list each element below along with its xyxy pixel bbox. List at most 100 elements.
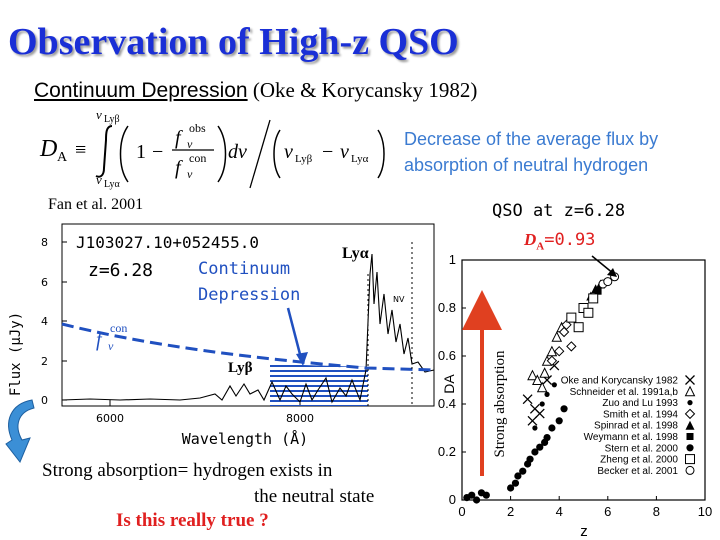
data-point <box>532 425 538 431</box>
slide-title: Observation of High-z QSO <box>8 21 459 63</box>
chart-ylabel: DA <box>441 374 457 394</box>
legend-entry: Becker et al. 2001 <box>597 466 678 477</box>
formula-lhs-sub: A <box>57 150 68 165</box>
legend-marker <box>687 400 693 406</box>
svg-text:−: − <box>322 141 333 163</box>
annotation-line2: Depression <box>198 285 300 305</box>
svg-text:obs: obs <box>189 121 206 135</box>
data-point <box>588 293 599 304</box>
formula-lhs: D <box>39 136 57 162</box>
question: Is this really true ? <box>116 510 269 531</box>
svg-text:Lyα: Lyα <box>351 153 369 165</box>
svg-text:f: f <box>175 127 183 149</box>
subtitle-main: Continuum Depression <box>34 79 248 102</box>
data-point <box>532 374 543 385</box>
annotation-arrow <box>286 307 304 363</box>
chart-xtick: 2 <box>507 504 514 519</box>
fcon-label: f <box>96 329 104 351</box>
chart-xtick: 6 <box>604 504 611 519</box>
spectrum-ytick: 4 <box>41 315 48 328</box>
data-point <box>527 415 538 426</box>
svg-text:ν: ν <box>340 141 349 163</box>
legend-marker <box>685 375 695 385</box>
spectrum-object: J103027.10+052455.0 <box>76 233 259 252</box>
spectrum-ytick: 2 <box>41 355 48 368</box>
data-point <box>536 381 548 393</box>
spectrum-xtick: 8000 <box>286 412 314 425</box>
legend-marker <box>685 420 695 430</box>
spectrum-trace <box>61 253 435 404</box>
data-point <box>507 484 515 492</box>
chart-xtick: 4 <box>556 504 563 519</box>
formula-equiv: ≡ <box>75 139 86 161</box>
svg-text:f: f <box>175 157 183 179</box>
data-point <box>482 491 490 499</box>
slide-subtitle: Continuum Depression (Oke & Korycansky 1… <box>34 78 477 103</box>
spectrum-xlabel: Wavelength (Å) <box>182 429 308 448</box>
chart-xtick: 0 <box>458 504 465 519</box>
data-point <box>583 307 594 318</box>
svg-text:ν: ν <box>187 137 193 151</box>
conclusion: Strong absorption= hydrogen exists in th… <box>42 460 375 507</box>
data-point <box>472 496 481 504</box>
svg-text:Lyβ: Lyβ <box>104 114 120 125</box>
spectrum-redshift: z=6.28 <box>88 260 153 281</box>
spectrum-ytick: 8 <box>41 236 48 249</box>
chart-xtick: 8 <box>653 504 660 519</box>
data-point <box>566 341 577 352</box>
spectrum-ylabel: Flux (μJy) <box>8 312 24 396</box>
data-point <box>519 467 527 475</box>
svg-text:Lyα: Lyα <box>104 179 121 190</box>
chart-ytick: 0.8 <box>438 300 456 315</box>
legend-marker <box>686 444 694 452</box>
data-point <box>544 391 550 397</box>
annotation-line1: Continuum <box>198 259 290 279</box>
description: Decrease of the average flux by absorpti… <box>404 129 659 175</box>
svg-text:ν: ν <box>96 172 102 187</box>
data-point <box>526 455 534 463</box>
data-point <box>468 491 476 499</box>
spectrum-xtick: 6000 <box>96 412 124 425</box>
svg-text:ν: ν <box>108 339 114 353</box>
data-point <box>551 382 557 388</box>
data-point <box>514 472 522 480</box>
subtitle-reference: (Oke & Korycansky 1982) <box>252 78 478 102</box>
legend-entry: Zuo and Lu 1993 <box>602 398 678 409</box>
chart-ytick: 0 <box>449 492 456 507</box>
highlight-arrow <box>591 255 615 275</box>
spectrum-plot: Flux (μJy) 0 2 4 6 8 6000 8000 Wavelengt… <box>8 223 435 448</box>
legend-marker <box>685 454 695 465</box>
da-vs-z-chart: 0 0.2 0.4 0.6 0.8 1 0 2 4 6 8 10 DA z Strong absor… <box>438 252 712 540</box>
highlight-label: DA=0.93 <box>524 230 596 253</box>
legend-entry: Schneider et al. 1991a,b <box>570 387 679 398</box>
data-point <box>541 438 549 446</box>
legend-entry: Oke and Korycansky 1982 <box>561 376 679 387</box>
legend-entry: Spinrad et al. 1998 <box>594 421 678 432</box>
spectrum-ytick: 6 <box>41 276 48 289</box>
svg-text:con: con <box>189 151 206 165</box>
legend-marker <box>685 465 695 475</box>
chart-ytick: 0.6 <box>438 348 456 363</box>
data-point <box>603 277 613 287</box>
chart-xtick: 10 <box>698 504 712 519</box>
legend-entry: Smith et al. 1994 <box>603 409 678 420</box>
data-point <box>539 367 550 378</box>
spectrum-reference: Fan et al. 2001 <box>48 196 144 213</box>
legend-entry: Zheng et al. 2000 <box>600 455 678 466</box>
legend-marker <box>684 385 696 397</box>
arrow-label: Strong absorption <box>492 350 508 458</box>
continuum-line <box>61 322 435 372</box>
legend-entry: Weymann et al. 1998 <box>584 432 679 443</box>
data-point <box>522 394 533 405</box>
data-point <box>546 355 558 367</box>
data-point <box>551 331 563 342</box>
legend-marker <box>684 408 696 420</box>
svg-text:1: 1 <box>136 141 146 163</box>
svg-text:ν: ν <box>96 107 102 122</box>
data-point <box>539 401 545 407</box>
svg-text:ν: ν <box>284 141 293 163</box>
formula-da: D A ≡ ν Lyβ ν Lyα 1 − f obs ν f con ν dν… <box>39 107 385 190</box>
data-point <box>536 443 544 451</box>
data-point <box>511 479 520 487</box>
data-point <box>531 448 539 456</box>
